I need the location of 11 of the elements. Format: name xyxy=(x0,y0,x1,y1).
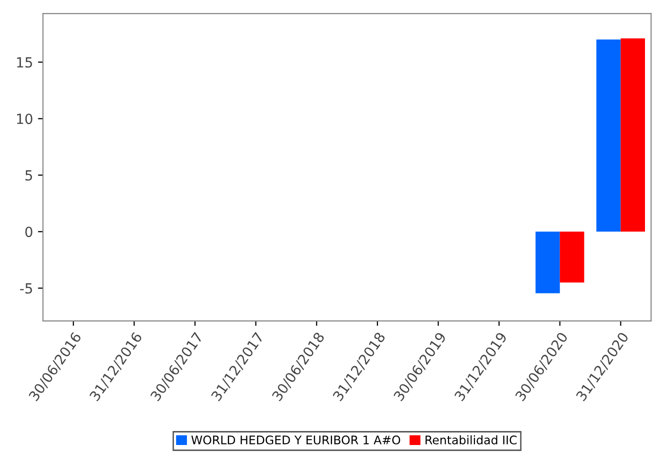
bar xyxy=(536,232,560,294)
legend-label: WORLD HEDGED Y EURIBOR 1 A#O xyxy=(191,435,400,444)
bar xyxy=(560,232,584,282)
y-tick-label: -5 xyxy=(20,283,32,294)
legend-label: Rentabilidad IIC xyxy=(426,435,517,444)
bar xyxy=(620,38,646,232)
y-tick-label: 15 xyxy=(17,57,32,68)
y-tick-label: 5 xyxy=(25,170,32,181)
y-tick-label: 10 xyxy=(17,114,32,124)
y-tick-label: 0 xyxy=(25,226,32,238)
bar xyxy=(596,40,621,232)
